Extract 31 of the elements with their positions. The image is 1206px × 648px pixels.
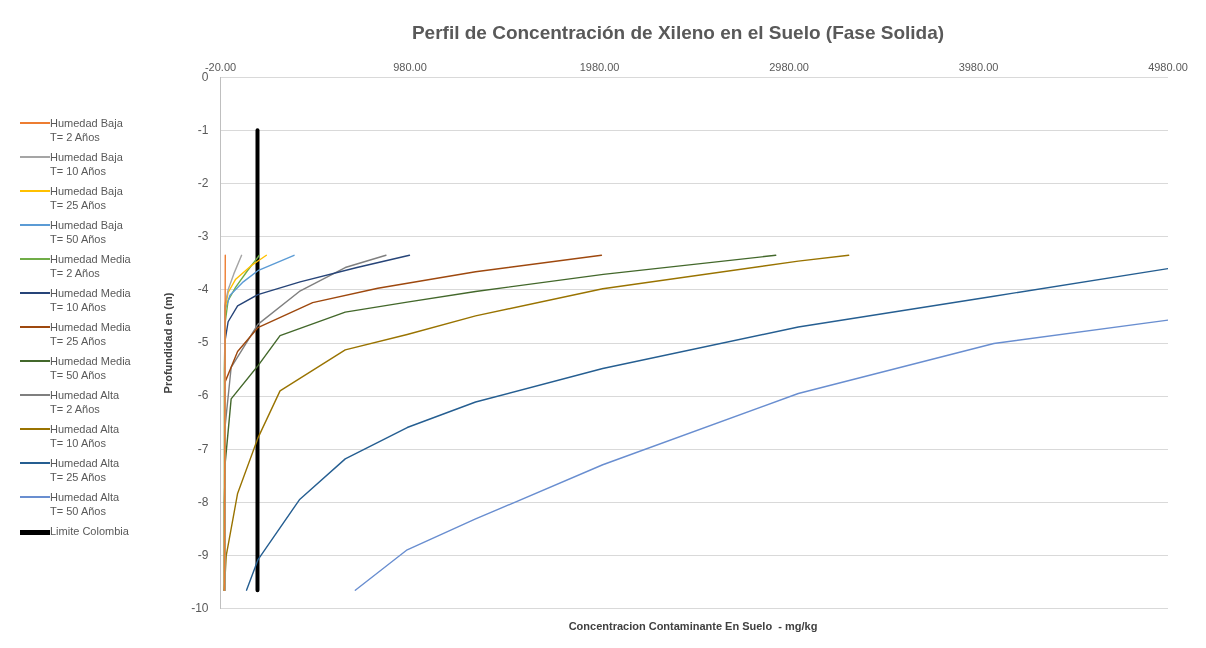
legend-label: Limite Colombia xyxy=(50,524,130,538)
legend-label: Humedad Media T= 50 Años xyxy=(50,354,132,382)
x-tick-label: 1980.00 xyxy=(579,60,620,73)
y-axis-title: Profundidad en (m) xyxy=(161,292,174,394)
legend-label: Humedad Media T= 2 Años xyxy=(50,252,132,280)
legend-label: Humedad Baja T= 25 Años xyxy=(50,184,124,212)
y-tick-label: -6 xyxy=(197,388,209,403)
x-tick-label: 3980.00 xyxy=(958,60,999,73)
x-axis-title: Concentracion Contaminante En Suelo - mg/kg xyxy=(567,620,819,632)
x-tick-label: 980.00 xyxy=(393,60,427,73)
y-tick-label: -4 xyxy=(197,282,209,297)
y-tick-label: -2 xyxy=(197,175,209,190)
legend-label: Humedad Baja T= 2 Años xyxy=(50,116,124,144)
y-tick-label: -10 xyxy=(191,601,209,616)
legend-label: Humedad Alta T= 25 Años xyxy=(50,456,121,484)
y-tick-label: -1 xyxy=(197,122,209,137)
legend-label: Humedad Alta T= 2 Años xyxy=(50,388,121,416)
legend-label: Humedad Baja T= 50 Años xyxy=(50,218,124,246)
chart-title: Perfil de Concentración de Xileno en el Suelo (Fase Solida) xyxy=(410,22,946,44)
x-tick-label: 2980.00 xyxy=(769,60,809,73)
y-tick-label: -7 xyxy=(197,441,209,456)
y-tick-label: -5 xyxy=(197,335,209,350)
y-tick-label: -8 xyxy=(197,494,209,509)
y-tick-label: -3 xyxy=(197,228,209,243)
legend-label: Humedad Media T= 25 Años xyxy=(50,320,132,348)
x-tick-label: 4980.00 xyxy=(1148,60,1188,73)
legend-label: Humedad Alta T= 10 Años xyxy=(50,422,121,450)
y-tick-label: -9 xyxy=(197,547,209,562)
legend-label: Humedad Media T= 10 Años xyxy=(50,286,132,314)
legend-label: Humedad Alta T= 50 Años xyxy=(50,490,121,518)
legend-label: Humedad Baja T= 10 Años xyxy=(50,150,124,178)
